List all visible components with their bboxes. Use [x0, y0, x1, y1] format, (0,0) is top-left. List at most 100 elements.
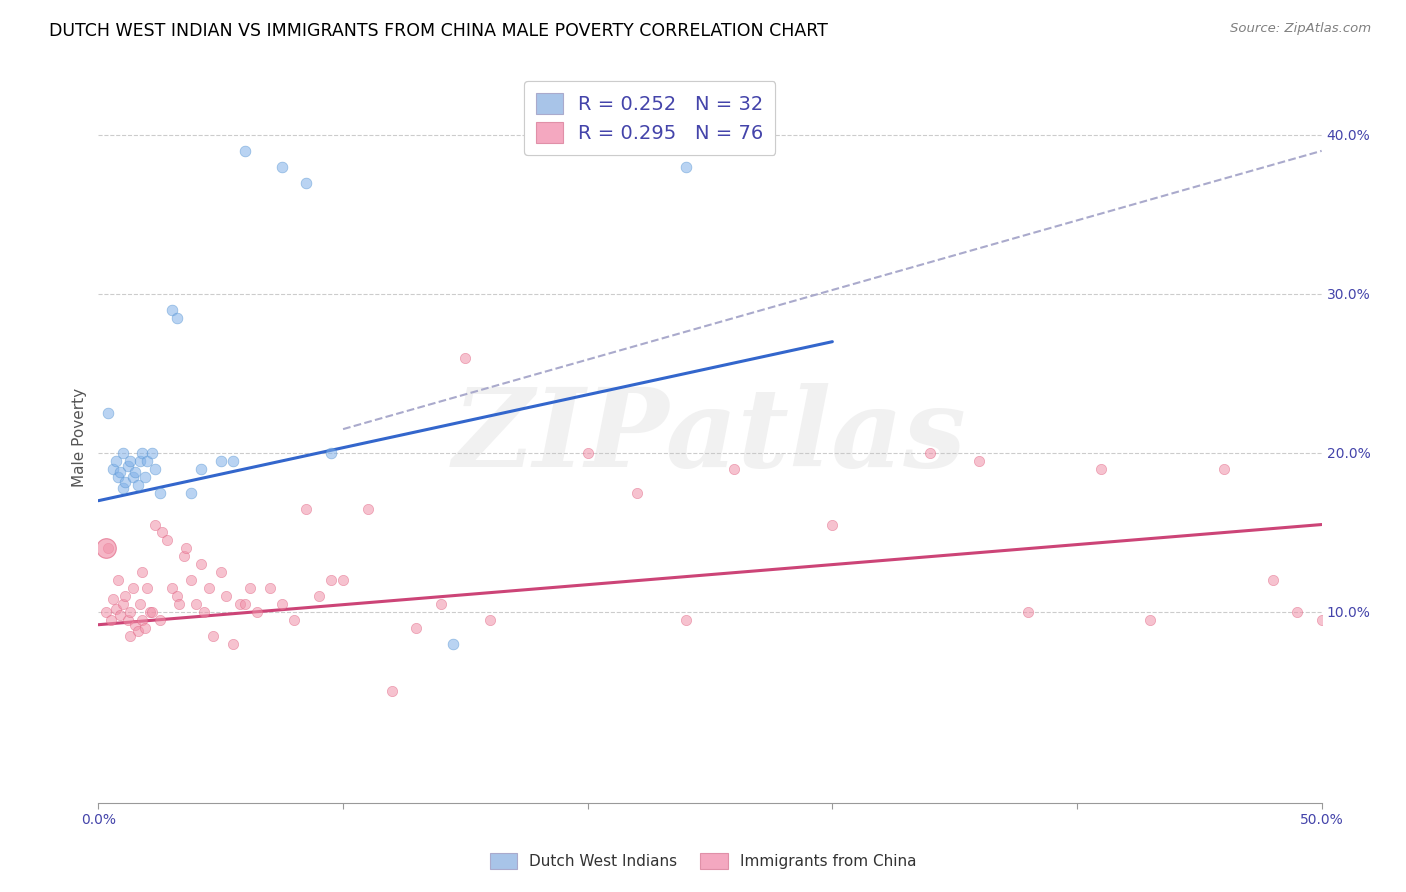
Point [1139, 613, 1161, 627]
Point [332, 573, 354, 587]
Point [675, 160, 697, 174]
Point [176, 541, 198, 556]
Point [239, 581, 262, 595]
Point [131, 446, 153, 460]
Point [233, 144, 256, 158]
Point [190, 462, 212, 476]
Point [139, 605, 162, 619]
Point [129, 454, 152, 468]
Point [117, 613, 139, 627]
Point [97, 406, 120, 420]
Point [193, 605, 215, 619]
Point [141, 605, 163, 619]
Point [101, 462, 124, 476]
Point [114, 475, 136, 489]
Text: Source: ZipAtlas.com: Source: ZipAtlas.com [1230, 22, 1371, 36]
Point [186, 597, 208, 611]
Point [190, 558, 212, 572]
Point [121, 470, 143, 484]
Point [209, 454, 232, 468]
Point [180, 573, 202, 587]
Point [723, 462, 745, 476]
Point [1212, 462, 1234, 476]
Point [149, 613, 172, 627]
Point [209, 566, 232, 580]
Point [94, 605, 117, 619]
Point [675, 613, 697, 627]
Point [150, 525, 173, 540]
Point [110, 465, 132, 479]
Point [127, 477, 149, 491]
Point [441, 637, 464, 651]
Legend: Dutch West Indians, Immigrants from China: Dutch West Indians, Immigrants from Chin… [484, 847, 922, 875]
Point [202, 629, 225, 643]
Point [1360, 613, 1382, 627]
Point [167, 597, 190, 611]
Point [120, 454, 142, 468]
Point [920, 446, 942, 460]
Point [381, 684, 404, 698]
Legend: R = 0.252   N = 32, R = 0.295   N = 76: R = 0.252 N = 32, R = 0.295 N = 76 [524, 81, 775, 154]
Point [143, 517, 166, 532]
Point [430, 597, 453, 611]
Point [166, 310, 188, 325]
Point [160, 302, 183, 317]
Point [111, 446, 134, 460]
Point [100, 613, 122, 627]
Point [120, 629, 142, 643]
Point [319, 446, 342, 460]
Point [173, 549, 195, 564]
Point [104, 602, 127, 616]
Point [308, 589, 330, 603]
Point [120, 605, 142, 619]
Text: DUTCH WEST INDIAN VS IMMIGRANTS FROM CHINA MALE POVERTY CORRELATION CHART: DUTCH WEST INDIAN VS IMMIGRANTS FROM CHI… [49, 22, 828, 40]
Point [1261, 573, 1284, 587]
Point [156, 533, 179, 548]
Point [136, 581, 159, 595]
Point [101, 592, 124, 607]
Point [246, 605, 269, 619]
Point [283, 613, 305, 627]
Point [222, 454, 245, 468]
Point [1017, 605, 1039, 619]
Point [117, 458, 139, 473]
Point [180, 485, 202, 500]
Point [319, 573, 342, 587]
Point [111, 597, 134, 611]
Point [295, 176, 318, 190]
Point [967, 454, 990, 468]
Point [94, 541, 117, 556]
Point [222, 637, 245, 651]
Point [104, 454, 127, 468]
Point [114, 589, 136, 603]
Point [136, 454, 159, 468]
Point [821, 517, 844, 532]
Point [229, 597, 252, 611]
Point [270, 597, 294, 611]
Point [1310, 613, 1333, 627]
Point [259, 581, 281, 595]
Point [1334, 613, 1357, 627]
Point [107, 470, 129, 484]
Point [110, 608, 132, 623]
Point [111, 481, 134, 495]
Point [149, 485, 172, 500]
Point [405, 621, 427, 635]
Point [1286, 605, 1309, 619]
Point [478, 613, 501, 627]
Point [124, 465, 146, 479]
Point [160, 581, 183, 595]
Point [233, 597, 256, 611]
Point [214, 589, 236, 603]
Point [124, 617, 146, 632]
Point [576, 446, 599, 460]
Point [356, 501, 378, 516]
Y-axis label: Male Poverty: Male Poverty [72, 387, 87, 487]
Point [131, 613, 153, 627]
Point [129, 597, 152, 611]
Point [295, 501, 318, 516]
Point [1090, 462, 1112, 476]
Point [197, 581, 219, 595]
Point [626, 485, 648, 500]
Point [97, 541, 120, 556]
